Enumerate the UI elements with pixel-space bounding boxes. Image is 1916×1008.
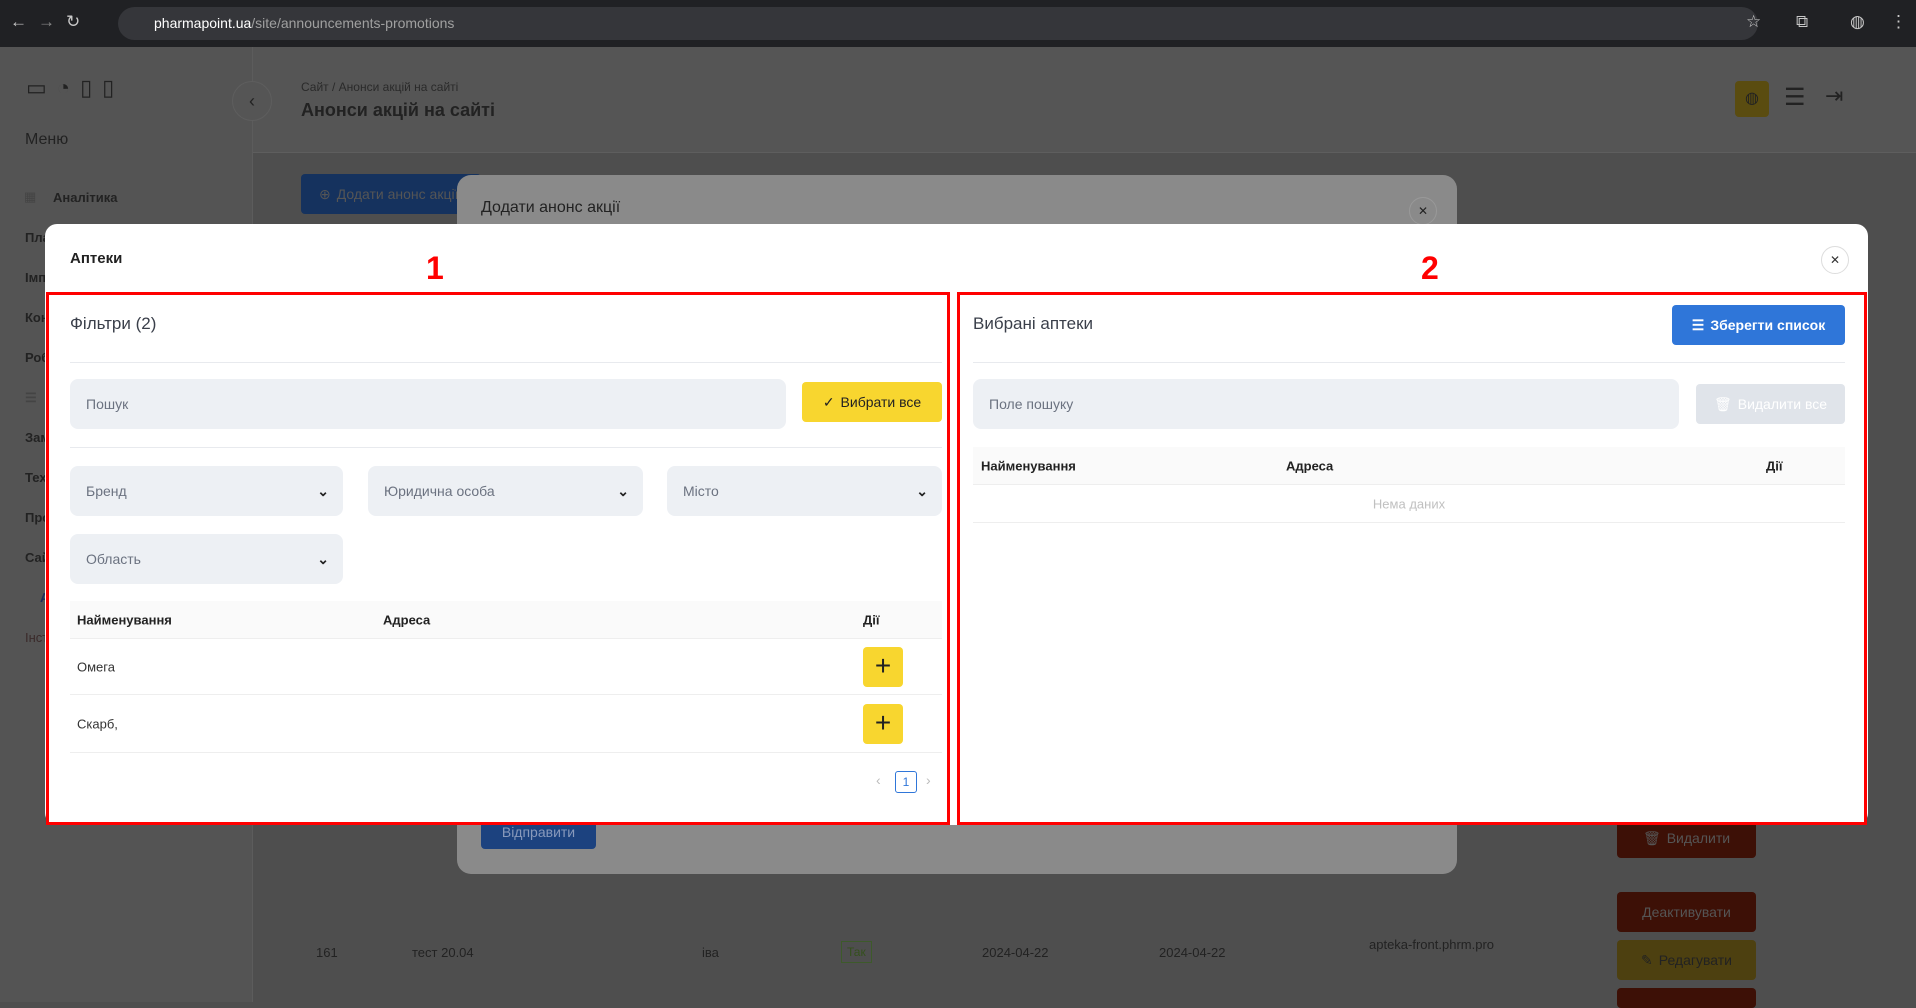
pharmacies-modal: Аптеки ✕ xyxy=(45,224,1868,825)
close-icon[interactable]: ✕ xyxy=(1409,197,1437,225)
list-icon: ☰ xyxy=(25,390,37,405)
sidebar-item[interactable]: Імп xyxy=(25,270,47,285)
chevron-down-icon: ⌄ xyxy=(916,482,928,499)
sidebar-app-icons[interactable]: ▭◔▯▯ xyxy=(26,75,125,100)
address-bar[interactable]: pharmapoint.ua/site/announcements-promot… xyxy=(118,7,1758,40)
empty-row: Нема даних xyxy=(973,485,1845,523)
table-row: Омега + xyxy=(70,639,942,695)
table-header: Найменування Адреса Дії xyxy=(973,447,1845,485)
prev-page-icon[interactable]: ‹ xyxy=(876,772,881,788)
add-pharmacy-button[interactable]: + xyxy=(863,646,903,687)
page-1-button[interactable]: 1 xyxy=(895,771,917,793)
collapse-sidebar-button[interactable]: ‹ xyxy=(232,81,272,121)
delete-all-button[interactable]: 🗑 Видалити все xyxy=(1696,384,1845,424)
status-badge: Так xyxy=(841,941,872,963)
forward-icon[interactable]: → xyxy=(38,12,55,31)
filters-panel xyxy=(46,292,950,825)
logout-icon[interactable]: ⇥ xyxy=(1825,83,1844,108)
hamburger-menu-icon[interactable]: ☰ xyxy=(1784,84,1806,111)
profile-avatar[interactable]: ◍ xyxy=(1850,12,1865,31)
sidebar-item[interactable]: Тех xyxy=(25,470,47,485)
chevron-down-icon: ⌄ xyxy=(617,482,629,499)
grid-icon: ▦ xyxy=(24,189,37,204)
breadcrumb: Сайт / Анонси акцій на сайті xyxy=(301,80,459,94)
check-icon: ✓ xyxy=(822,393,835,410)
add-announcement-button[interactable]: ⊕ Додати анонс акції xyxy=(301,174,481,214)
sidebar-item[interactable]: Пла xyxy=(25,230,50,245)
legal-entity-select[interactable]: Юридична особа ⌄ xyxy=(368,466,643,516)
menu-title: Меню xyxy=(25,131,69,148)
next-page-icon[interactable]: › xyxy=(926,772,931,788)
annotation-label: 1 xyxy=(426,250,444,286)
list-icon: ☰ xyxy=(1691,316,1705,333)
back-icon[interactable]: ← xyxy=(10,12,27,31)
deactivate-button[interactable]: Деактивувати xyxy=(1617,892,1756,932)
modal-title: Аптеки xyxy=(70,250,123,267)
action-button[interactable] xyxy=(1617,988,1756,1008)
region-select[interactable]: Область ⌄ xyxy=(70,534,343,584)
language-globe-button[interactable]: ◍ xyxy=(1735,81,1769,117)
chevron-down-icon: ⌄ xyxy=(317,482,329,499)
page-header: ‹ Сайт / Анонси акцій на сайті Анонси ак… xyxy=(232,47,1916,153)
trash-icon: 🗑 xyxy=(1642,829,1661,846)
page-title: Анонси акцій на сайті xyxy=(301,100,495,120)
bookmark-star-icon[interactable]: ☆ xyxy=(1746,12,1762,31)
sidebar-item-analytics[interactable]: Аналітика xyxy=(53,190,118,205)
extensions-icon[interactable]: ⧉ xyxy=(1796,12,1809,31)
pencil-icon: ✎ xyxy=(1641,951,1653,968)
add-pharmacy-button[interactable]: + xyxy=(863,703,903,744)
sidebar-item[interactable]: Кон xyxy=(25,310,49,325)
sidebar-item[interactable]: Інст xyxy=(25,630,49,645)
browser-toolbar: ← → ↻ pharmapoint.ua/site/announcements-… xyxy=(0,0,1916,47)
selected-title: Вибрані аптеки xyxy=(973,314,1094,333)
selected-search-input[interactable]: Поле пошуку xyxy=(973,379,1679,429)
plus-circle-icon: ⊕ xyxy=(319,185,331,202)
modal-title: Додати анонс акції xyxy=(481,199,621,216)
filters-title: Фільтри (2) xyxy=(70,314,157,333)
browser-menu-icon[interactable]: ⋮ xyxy=(1890,12,1907,31)
sidebar-item[interactable]: Роб xyxy=(25,350,50,365)
table-row: Скарб, + xyxy=(70,695,942,753)
reload-icon[interactable]: ↻ xyxy=(66,12,81,31)
sidebar-item[interactable]: Зам xyxy=(25,430,50,445)
selected-pharmacies-panel xyxy=(957,292,1867,825)
brand-select[interactable]: Бренд ⌄ xyxy=(70,466,343,516)
trash-icon: 🗑 xyxy=(1713,395,1732,412)
city-select[interactable]: Місто ⌄ xyxy=(667,466,942,516)
close-icon[interactable]: ✕ xyxy=(1821,246,1849,274)
search-input[interactable]: Пошук xyxy=(70,379,786,429)
edit-button[interactable]: ✎ Редагувати xyxy=(1617,940,1756,980)
select-all-button[interactable]: ✓ Вибрати все xyxy=(802,382,942,422)
sidebar-subitem-active[interactable]: А xyxy=(40,590,49,605)
sidebar-item[interactable]: Сай xyxy=(25,550,50,565)
chevron-down-icon: ⌄ xyxy=(317,550,329,567)
save-list-button[interactable]: ☰ Зберегти список xyxy=(1672,305,1845,345)
table-header: Найменування Адреса Дії xyxy=(70,601,942,639)
sidebar-item[interactable]: Про xyxy=(25,510,51,525)
annotation-label: 2 xyxy=(1421,250,1439,286)
